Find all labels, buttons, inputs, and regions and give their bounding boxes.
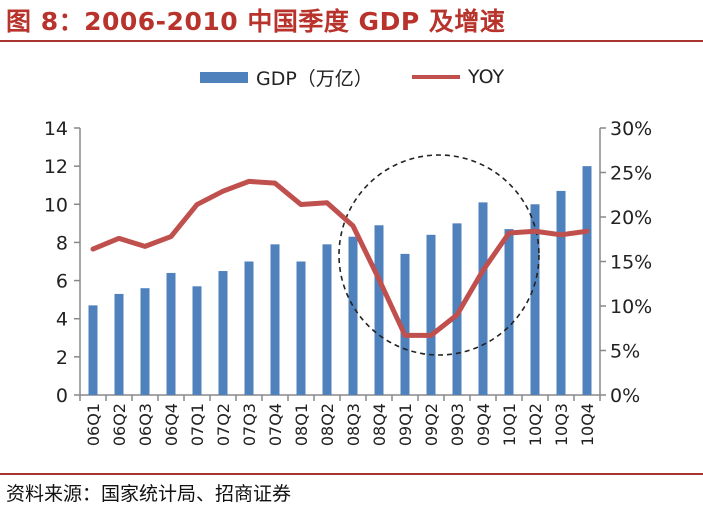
x-tick-label: 09Q3 bbox=[448, 403, 467, 446]
left-tick-label: 0 bbox=[56, 385, 68, 407]
gdp-bar bbox=[348, 236, 358, 395]
legend-swatch-bar bbox=[200, 71, 248, 83]
figure-title: 图 8：2006-2010 中国季度 GDP 及增速 bbox=[6, 7, 506, 36]
x-tick-label: 09Q1 bbox=[396, 403, 415, 446]
gdp-bar bbox=[88, 305, 98, 395]
right-tick-label: 0% bbox=[610, 385, 640, 407]
gdp-bar bbox=[452, 223, 462, 395]
x-tick-label: 06Q2 bbox=[110, 403, 129, 446]
left-tick-label: 4 bbox=[56, 309, 68, 331]
right-tick-label: 20% bbox=[610, 207, 652, 229]
gdp-bar bbox=[426, 234, 436, 395]
legend-swatch-line bbox=[412, 75, 460, 79]
chart-legend: GDP（万亿） YOY bbox=[0, 62, 703, 92]
gdp-bar bbox=[530, 204, 540, 395]
gdp-bar bbox=[140, 288, 150, 395]
right-tick-label: 15% bbox=[610, 252, 652, 274]
bottom-divider bbox=[0, 473, 703, 475]
gdp-bar bbox=[478, 202, 488, 395]
left-tick-label: 8 bbox=[56, 232, 68, 254]
gdp-bar bbox=[374, 225, 384, 395]
right-tick-label: 10% bbox=[610, 296, 652, 318]
x-tick-label: 10Q2 bbox=[526, 403, 545, 446]
x-tick-label: 08Q2 bbox=[318, 403, 337, 446]
source-note: 资料来源：国家统计局、招商证券 bbox=[6, 483, 292, 505]
gdp-bar bbox=[166, 272, 176, 395]
right-tick-label: 30% bbox=[610, 118, 652, 140]
gdp-bar bbox=[270, 244, 280, 395]
left-tick-label: 12 bbox=[44, 156, 68, 178]
gdp-bar bbox=[296, 261, 306, 395]
legend-item-yoy: YOY bbox=[412, 62, 504, 92]
gdp-bar bbox=[244, 261, 254, 395]
x-tick-label: 08Q1 bbox=[292, 403, 311, 446]
gdp-bar bbox=[582, 166, 592, 395]
right-tick-label: 5% bbox=[610, 341, 640, 363]
gdp-bar bbox=[218, 271, 228, 395]
legend-label-gdp: GDP（万亿） bbox=[256, 67, 373, 90]
x-tick-label: 08Q3 bbox=[344, 403, 363, 446]
x-tick-label: 09Q2 bbox=[422, 403, 441, 446]
yoy-line bbox=[90, 178, 590, 338]
top-divider bbox=[0, 40, 703, 42]
legend-label-yoy: YOY bbox=[468, 66, 505, 88]
x-tick-label: 09Q4 bbox=[474, 403, 493, 446]
gdp-bar bbox=[556, 190, 566, 395]
right-tick-label: 25% bbox=[610, 163, 652, 185]
x-tick-label: 06Q1 bbox=[84, 403, 103, 446]
left-tick-label: 10 bbox=[44, 194, 68, 216]
x-tick-label: 10Q3 bbox=[552, 403, 571, 446]
gdp-bar bbox=[322, 244, 332, 395]
left-tick-label: 6 bbox=[56, 271, 68, 293]
x-tick-label: 07Q3 bbox=[240, 403, 259, 446]
gdp-bar bbox=[504, 229, 514, 395]
x-tick-label: 07Q4 bbox=[266, 403, 285, 446]
x-tick-label: 07Q2 bbox=[214, 403, 233, 446]
highlight-circle bbox=[338, 154, 540, 356]
left-tick-label: 2 bbox=[56, 347, 68, 369]
x-tick-label: 06Q4 bbox=[162, 403, 181, 446]
x-tick-label: 07Q1 bbox=[188, 403, 207, 446]
x-tick-label: 06Q3 bbox=[136, 403, 155, 446]
x-tick-label: 08Q4 bbox=[370, 403, 389, 446]
x-tick-label: 10Q1 bbox=[500, 403, 519, 446]
x-tick-label: 10Q4 bbox=[578, 403, 597, 446]
gdp-bar bbox=[400, 253, 410, 395]
gdp-bar bbox=[192, 286, 202, 395]
gdp-bar bbox=[114, 293, 124, 395]
left-tick-label: 14 bbox=[44, 118, 68, 140]
legend-item-gdp: GDP（万亿） bbox=[200, 62, 373, 92]
